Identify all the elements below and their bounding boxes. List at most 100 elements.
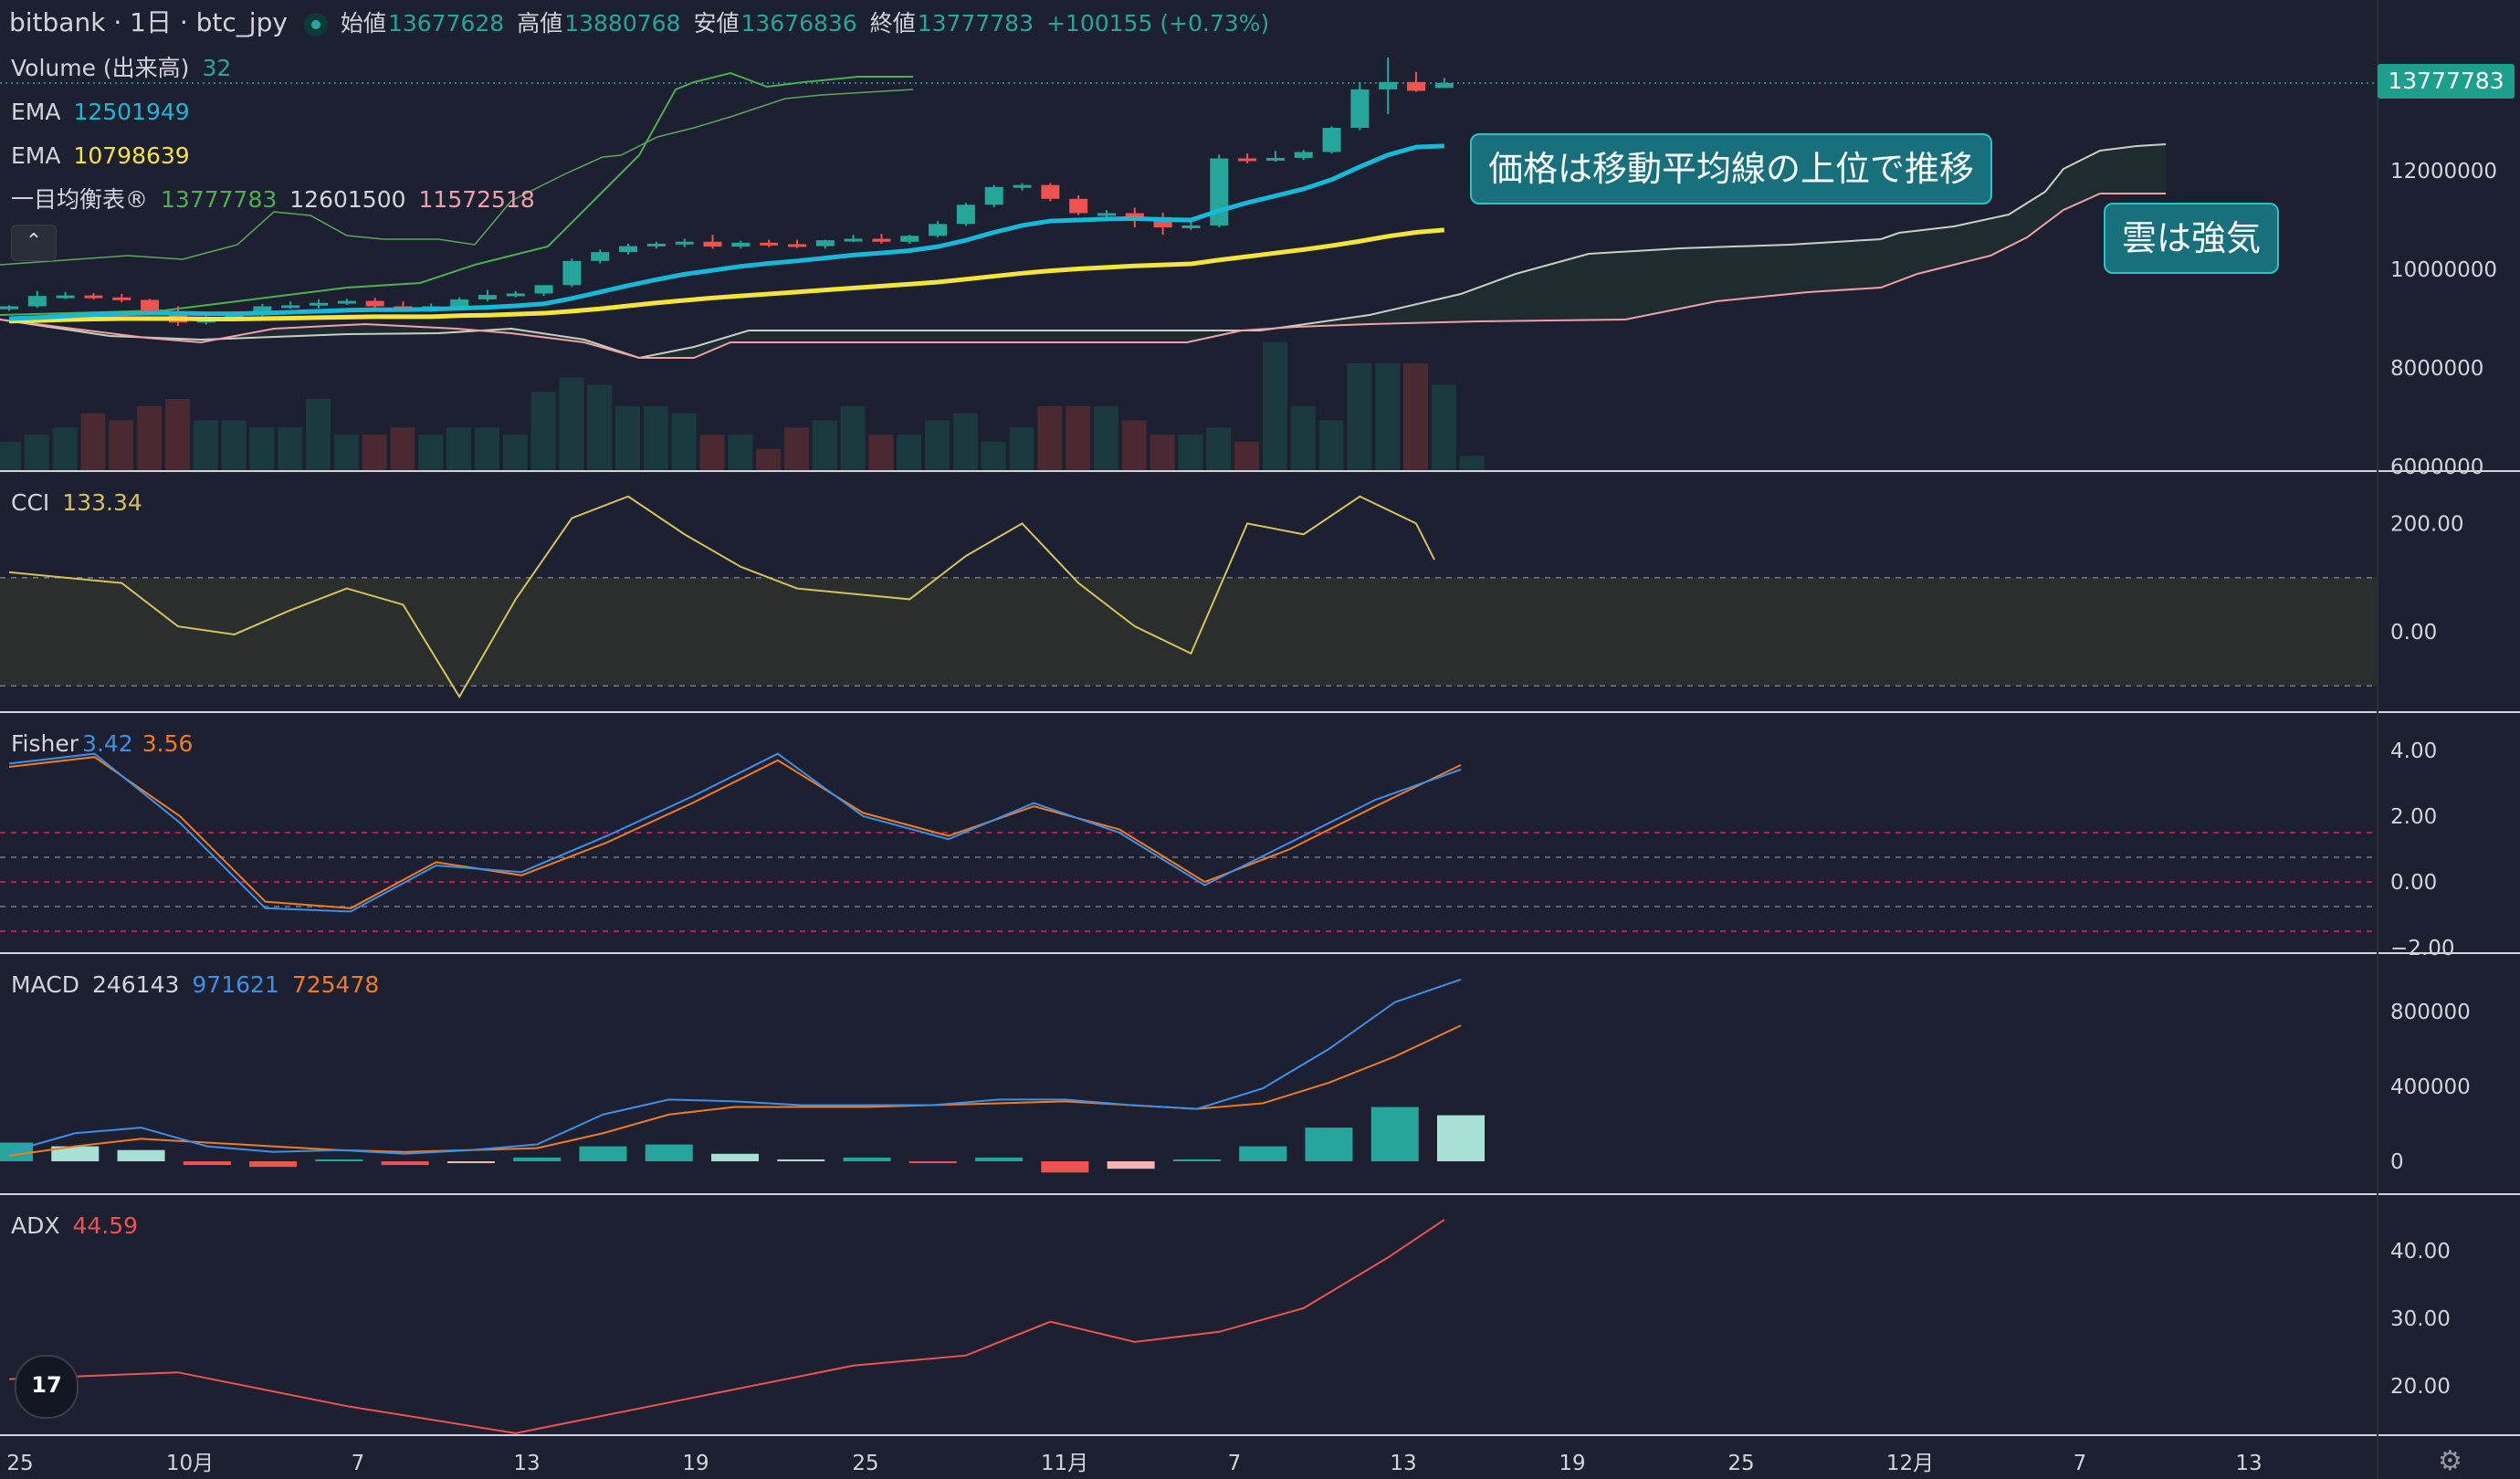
- macd-axis-tick: 800000: [2390, 1001, 2471, 1024]
- volume-bar: [1431, 384, 1456, 470]
- volume-bar: [1234, 441, 1260, 470]
- candle-body: [900, 236, 919, 242]
- macd-histogram-bar: [645, 1144, 693, 1161]
- macd-axis-tick: 0: [2390, 1150, 2404, 1174]
- candle-body: [1041, 184, 1060, 199]
- ichimoku-value-3: 11572518: [418, 186, 535, 213]
- time-axis-tick: 10月: [166, 1452, 214, 1475]
- ichimoku-value-1: 13777783: [161, 186, 278, 213]
- candle-body: [815, 240, 835, 246]
- candle-body: [310, 302, 329, 306]
- macd-histogram-bar: [249, 1161, 298, 1168]
- volume-bar: [868, 435, 894, 470]
- cci-label: CCI: [11, 489, 50, 516]
- candle-body: [844, 238, 863, 242]
- price-annotation[interactable]: 価格は移動平均線の上位で推移: [1470, 133, 1993, 205]
- candle-body: [27, 296, 47, 307]
- volume-bar: [1121, 420, 1147, 470]
- time-axis-tick: 25: [852, 1452, 878, 1475]
- macd-signal-line: [8, 1024, 1462, 1157]
- ichimoku-span-b: [0, 193, 2166, 359]
- volume-bar: [362, 435, 387, 470]
- volume-bar: [615, 405, 641, 470]
- volume-bar: [1178, 435, 1203, 470]
- macd-legend[interactable]: MACD 246143 971621 725478: [11, 971, 392, 999]
- ema-fast-label: EMA: [11, 99, 61, 125]
- adx-axis-tick: 20.00: [2390, 1375, 2451, 1399]
- volume-bar: [756, 448, 782, 470]
- time-axis-tick: 13: [2235, 1452, 2262, 1475]
- ichimoku-legend[interactable]: 一目均衡表® 13777783 12601500 11572518: [11, 186, 548, 214]
- ema-slow-legend[interactable]: EMA 10798639: [11, 142, 203, 170]
- fisher-legend[interactable]: Fisher 3.42 3.56: [11, 730, 205, 758]
- ema-fast-legend[interactable]: EMA 12501949: [11, 99, 203, 126]
- macd-histogram-bar: [51, 1146, 100, 1161]
- macd-histogram-bar: [117, 1149, 165, 1161]
- macd-label: MACD: [11, 971, 79, 998]
- volume-bar: [137, 405, 163, 470]
- collapse-legend-button[interactable]: ⌃: [11, 225, 57, 261]
- ema-fast-value: 12501949: [73, 99, 190, 125]
- macd-histogram-bar: [975, 1157, 1024, 1161]
- high-label: 高値: [517, 10, 563, 37]
- time-axis-tick: 13: [1390, 1452, 1416, 1475]
- volume-bar: [1009, 427, 1034, 470]
- low-value: 13676836: [740, 10, 857, 37]
- volume-bar: [643, 405, 668, 470]
- candle-body: [1350, 89, 1370, 129]
- gear-icon[interactable]: ⚙: [2438, 1445, 2462, 1477]
- candle-body: [646, 243, 666, 246]
- symbol-title[interactable]: bitbank · 1日 · btc_jpy: [9, 7, 288, 37]
- volume-bar: [109, 420, 134, 470]
- volume-bar: [24, 435, 49, 470]
- volume-label: Volume (出来高): [11, 55, 190, 81]
- macd-line-value: 971621: [192, 971, 279, 998]
- volume-bar: [812, 420, 837, 470]
- macd-histogram-bar: [579, 1146, 627, 1161]
- cci-band: [0, 577, 2378, 687]
- macd-axis-tick: 400000: [2390, 1075, 2471, 1099]
- high-value: 13880768: [564, 10, 681, 37]
- volume-bar: [164, 399, 190, 470]
- candle-body: [1434, 82, 1454, 89]
- candle-body: [1379, 81, 1398, 89]
- adx-axis-tick: 30.00: [2390, 1307, 2451, 1331]
- cloud-annotation[interactable]: 雲は強気: [2104, 203, 2280, 274]
- volume-bar: [587, 384, 613, 470]
- volume-legend[interactable]: Volume (出来高) 32: [11, 55, 244, 82]
- volume-bar: [474, 427, 499, 470]
- ichimoku-value-2: 12601500: [289, 186, 406, 213]
- volume-bar: [0, 441, 21, 470]
- volume-bar: [249, 427, 275, 470]
- volume-bar: [390, 427, 415, 470]
- volume-bar: [1066, 405, 1091, 470]
- fisher-axis-tick: 0.00: [2390, 871, 2437, 895]
- candle-body: [562, 260, 582, 286]
- macd-histogram-bar: [1305, 1128, 1353, 1161]
- candle-body: [591, 252, 610, 261]
- price-axis-tick: 12000000: [2390, 160, 2497, 184]
- volume-bar: [306, 399, 331, 470]
- time-axis-tick: 11月: [1041, 1452, 1088, 1475]
- macd-histogram-bar: [843, 1157, 891, 1161]
- time-axis-tick: 13: [513, 1452, 540, 1475]
- candle-body: [1181, 225, 1201, 228]
- candle-body: [1210, 158, 1229, 226]
- macd-histogram-bar: [446, 1161, 495, 1164]
- adx-line: [8, 1219, 1445, 1434]
- adx-legend[interactable]: ADX 44.59: [11, 1212, 151, 1240]
- volume-bar: [1290, 405, 1316, 470]
- volume-bar: [1262, 341, 1287, 470]
- cci-axis-tick: 0.00: [2390, 621, 2437, 645]
- cci-legend[interactable]: CCI 133.34: [11, 489, 155, 517]
- candle-body: [365, 300, 384, 307]
- candle-body: [675, 241, 694, 245]
- candle-body: [1013, 184, 1032, 188]
- volume-bar: [1375, 363, 1401, 470]
- adx-value: 44.59: [72, 1212, 139, 1239]
- tradingview-logo[interactable]: 17: [15, 1355, 79, 1419]
- price-axis-tick: 6000000: [2390, 456, 2483, 479]
- candle-body: [872, 238, 891, 242]
